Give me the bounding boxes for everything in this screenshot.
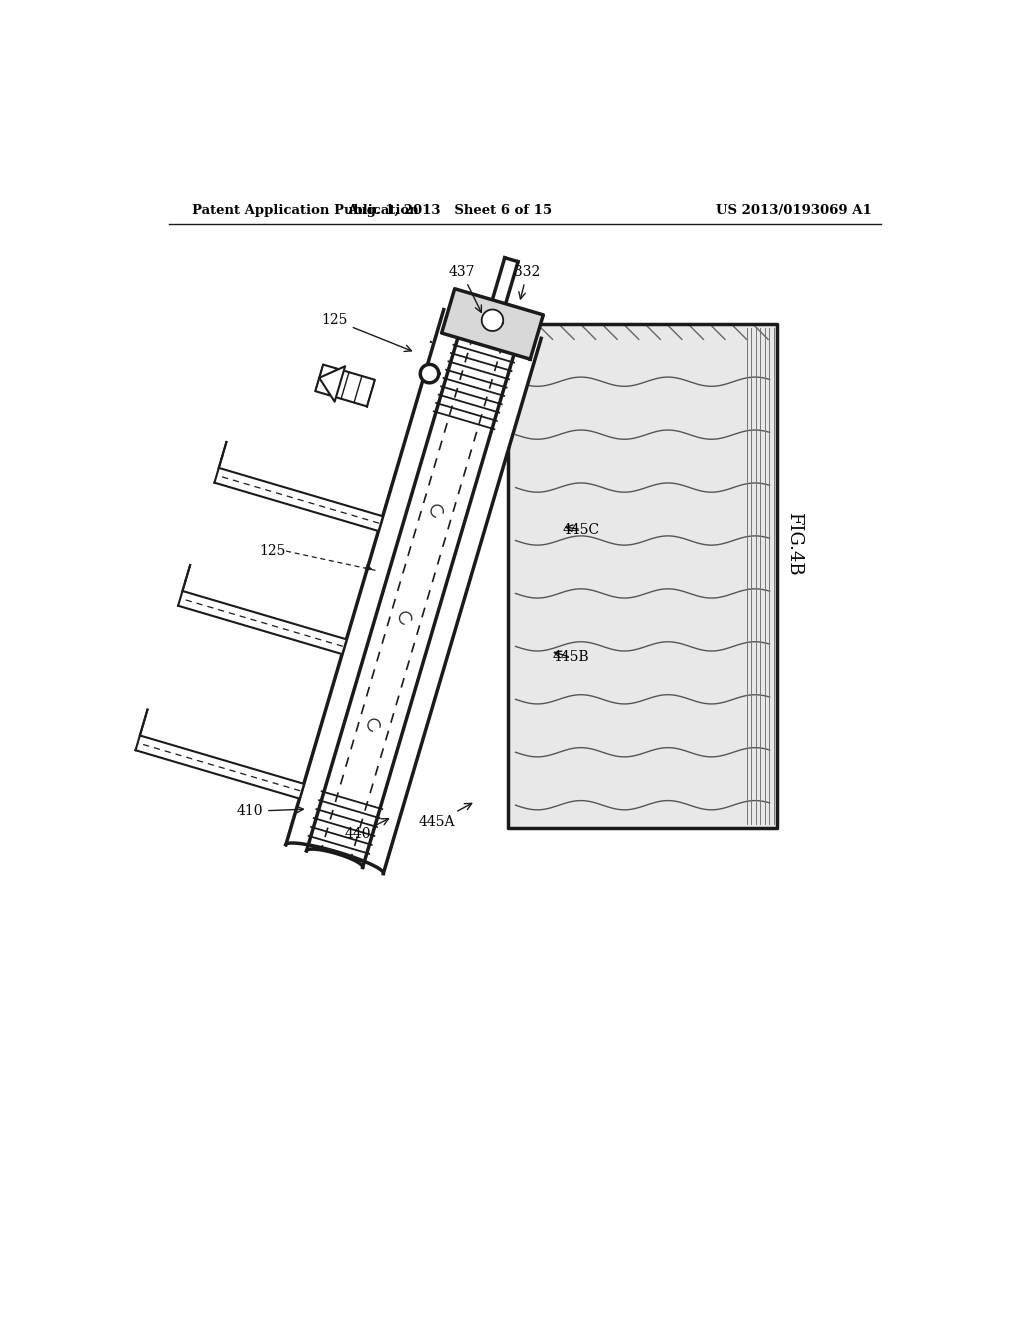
- Text: US 2013/0193069 A1: US 2013/0193069 A1: [716, 205, 871, 218]
- Polygon shape: [481, 309, 503, 331]
- Polygon shape: [508, 323, 777, 829]
- Polygon shape: [306, 315, 520, 867]
- Polygon shape: [315, 364, 375, 407]
- Text: 125: 125: [259, 544, 286, 558]
- Polygon shape: [441, 289, 544, 359]
- Text: Aug. 1, 2013   Sheet 6 of 15: Aug. 1, 2013 Sheet 6 of 15: [347, 205, 553, 218]
- Text: 437: 437: [449, 265, 481, 313]
- Text: 332: 332: [514, 265, 541, 298]
- Polygon shape: [178, 591, 345, 653]
- Text: 445C: 445C: [562, 523, 600, 536]
- Text: 445B: 445B: [553, 651, 590, 664]
- Polygon shape: [214, 467, 381, 531]
- Polygon shape: [135, 735, 302, 799]
- Text: Patent Application Publication: Patent Application Publication: [193, 205, 419, 218]
- Text: FIG.4B: FIG.4B: [785, 512, 803, 576]
- Text: 125: 125: [322, 313, 412, 351]
- Polygon shape: [286, 843, 383, 874]
- Polygon shape: [306, 849, 362, 867]
- Polygon shape: [286, 310, 542, 874]
- Text: 440: 440: [344, 818, 388, 841]
- Polygon shape: [420, 364, 438, 383]
- Text: 410: 410: [237, 804, 303, 818]
- Text: 445A: 445A: [419, 804, 472, 829]
- Polygon shape: [319, 366, 345, 401]
